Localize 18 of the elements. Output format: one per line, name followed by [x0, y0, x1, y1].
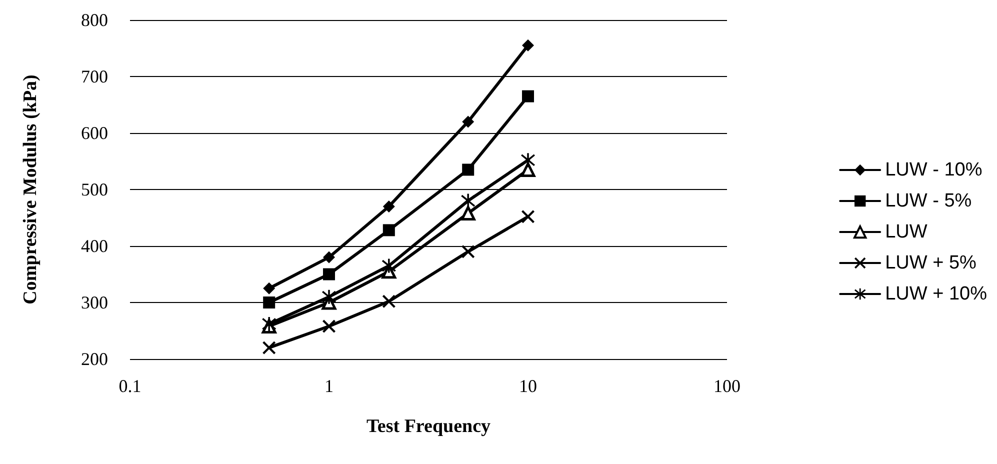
legend-label: LUW + 5% — [885, 252, 977, 274]
y-tick-label: 300 — [81, 292, 108, 312]
y-tick-label: 500 — [81, 180, 108, 200]
x-tick-label: 100 — [714, 376, 740, 396]
y-tick-label: 700 — [81, 66, 108, 86]
legend-label: LUW - 10% — [885, 160, 982, 180]
x-tick-label: 1 — [324, 376, 334, 396]
y-tick-label: 200 — [81, 349, 108, 369]
x-axis-title: Test Frequency — [366, 416, 492, 437]
x-tick-label: 10 — [519, 376, 537, 396]
y-tick-label: 800 — [81, 10, 108, 30]
legend-label: LUW — [885, 222, 928, 242]
y-tick-label: 600 — [81, 123, 108, 143]
x-tick-label: 0.1 — [118, 376, 142, 396]
y-axis-title: Compressive Modulus (kPa) — [20, 74, 41, 304]
legend-label: LUW - 5% — [885, 190, 972, 212]
y-tick-label: 400 — [81, 236, 108, 256]
legend-label: LUW + 10% — [885, 284, 988, 304]
